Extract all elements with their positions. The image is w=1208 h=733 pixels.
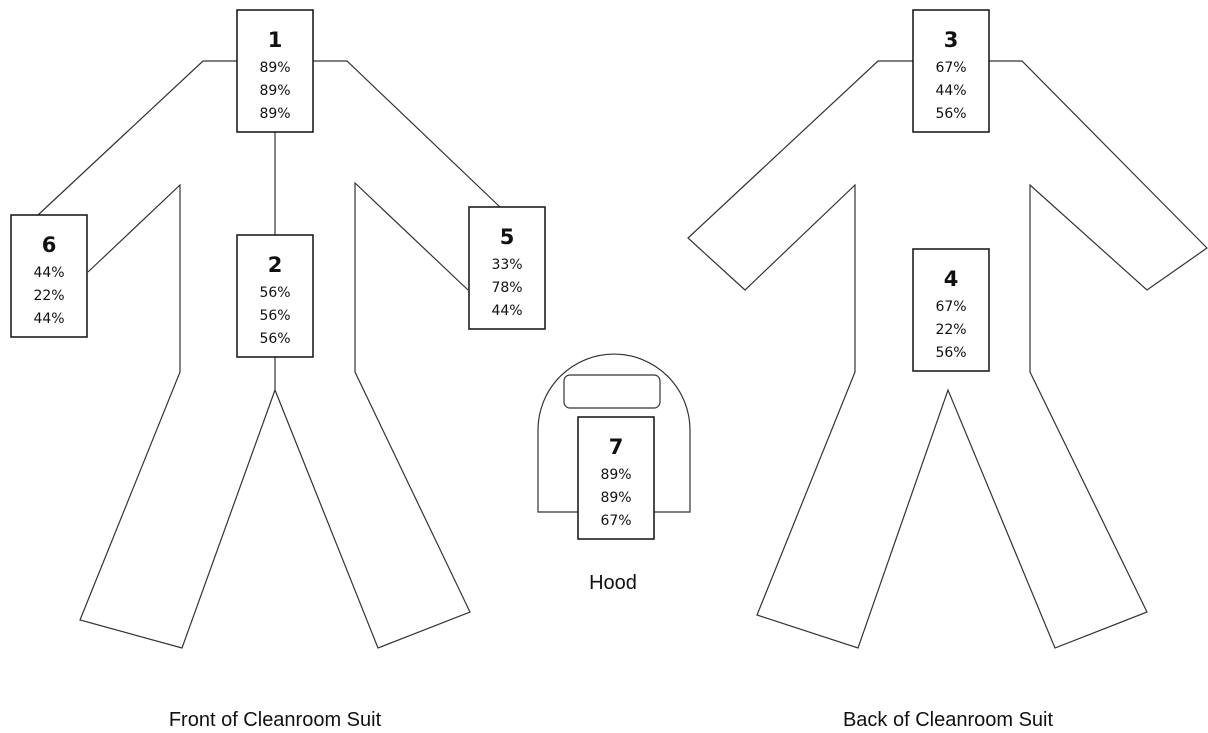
zone-percent: 89% <box>600 490 631 506</box>
zone-percent: 67% <box>600 513 631 529</box>
zone-number: 7 <box>609 435 624 459</box>
zone-number: 6 <box>42 233 57 257</box>
zone-percent: 44% <box>935 83 966 99</box>
zone-number: 5 <box>500 225 515 249</box>
zone-percent: 89% <box>259 60 290 76</box>
zone-box <box>468 206 546 330</box>
back-suit-outline <box>687 60 1208 649</box>
zone-percent: 89% <box>259 83 290 99</box>
zone-box <box>236 234 314 358</box>
zone-percent: 33% <box>491 257 522 273</box>
zone-percent: 44% <box>491 303 522 319</box>
zone-number: 1 <box>268 28 283 52</box>
zone-percent: 78% <box>491 280 522 296</box>
front-caption: Front of Cleanroom Suit <box>169 709 382 731</box>
back-caption: Back of Cleanroom Suit <box>843 709 1054 731</box>
zone-percent: 56% <box>259 331 290 347</box>
zone-percent: 56% <box>935 345 966 361</box>
zone-percent: 89% <box>600 467 631 483</box>
zone-box <box>10 214 88 338</box>
zone-number: 2 <box>268 253 283 277</box>
zone-percent: 67% <box>935 299 966 315</box>
zone-percent: 56% <box>259 308 290 324</box>
zone-percent: 56% <box>935 106 966 122</box>
zone-box <box>577 416 655 540</box>
hood-outline <box>537 353 691 513</box>
hood-caption: Hood <box>589 572 637 594</box>
zone-percent: 89% <box>259 106 290 122</box>
zone-box <box>236 9 314 133</box>
zone-percent: 44% <box>33 311 64 327</box>
zone-percent: 22% <box>33 288 64 304</box>
zone-number: 4 <box>944 267 959 291</box>
zone-percent: 44% <box>33 265 64 281</box>
zone-box <box>912 248 990 372</box>
zone-number: 3 <box>944 28 959 52</box>
zone-percent: 56% <box>259 285 290 301</box>
front-suit-outline <box>37 60 501 649</box>
zone-percent: 67% <box>935 60 966 76</box>
zone-box <box>912 9 990 133</box>
zone-percent: 22% <box>935 322 966 338</box>
